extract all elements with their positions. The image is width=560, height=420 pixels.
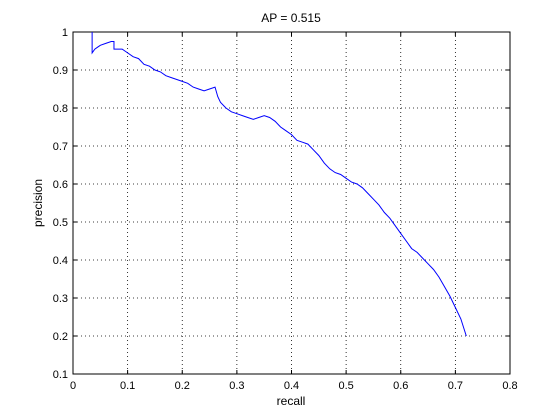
y-tick-label: 0.2 — [53, 331, 68, 343]
x-tick-label: 0.2 — [175, 380, 190, 392]
series-line — [91, 32, 467, 337]
x-tick-label: 0.4 — [284, 380, 299, 392]
grid — [73, 32, 510, 374]
x-tick-label: 0.7 — [448, 380, 463, 392]
y-tick-label: 0.5 — [53, 217, 68, 229]
x-axis-label: recall — [277, 394, 306, 408]
axis-ticks: 0 0.1 0.2 0.3 0.4 0.5 0.6 0.7 0.80.10.20.30.40.5… — [53, 27, 518, 392]
x-tick-label: 0.3 — [229, 380, 244, 392]
x-tick-label: 0 — [70, 380, 76, 392]
x-tick-label: 0.8 — [502, 380, 517, 392]
y-axis-label: precision — [31, 179, 45, 227]
y-tick-label: 0.6 — [53, 179, 68, 191]
y-tick-label: 0.9 — [53, 65, 68, 77]
x-tick-label: 0.1 — [120, 380, 135, 392]
y-tick-label: 0.7 — [53, 141, 68, 153]
x-tick-label: 0.5 — [338, 380, 353, 392]
chart-title: AP = 0.515 — [261, 11, 321, 25]
y-tick-label: 0.4 — [53, 255, 68, 267]
y-tick-label: 0.8 — [53, 103, 68, 115]
y-tick-label: 1 — [62, 27, 68, 39]
y-tick-label: 0.1 — [53, 369, 68, 381]
x-tick-label: 0.6 — [393, 380, 408, 392]
y-tick-label: 0.3 — [53, 293, 68, 305]
plot-frame — [72, 31, 511, 375]
